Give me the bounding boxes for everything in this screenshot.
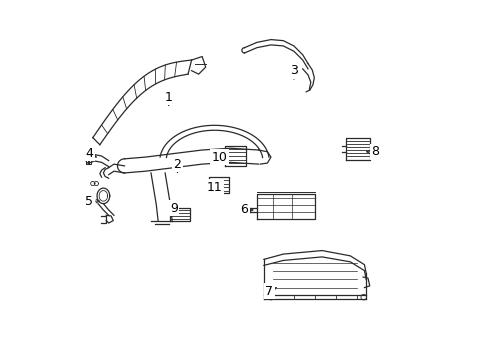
Text: 2: 2 — [173, 158, 181, 171]
Text: 10: 10 — [211, 150, 227, 163]
Text: 11: 11 — [206, 181, 222, 194]
Text: 8: 8 — [370, 145, 378, 158]
Text: 9: 9 — [170, 202, 178, 215]
Text: 3: 3 — [289, 64, 297, 77]
Text: 6: 6 — [240, 203, 248, 216]
Text: 7: 7 — [264, 285, 273, 298]
Text: 5: 5 — [85, 195, 93, 208]
Text: 1: 1 — [164, 91, 172, 104]
Text: 4: 4 — [85, 147, 93, 160]
